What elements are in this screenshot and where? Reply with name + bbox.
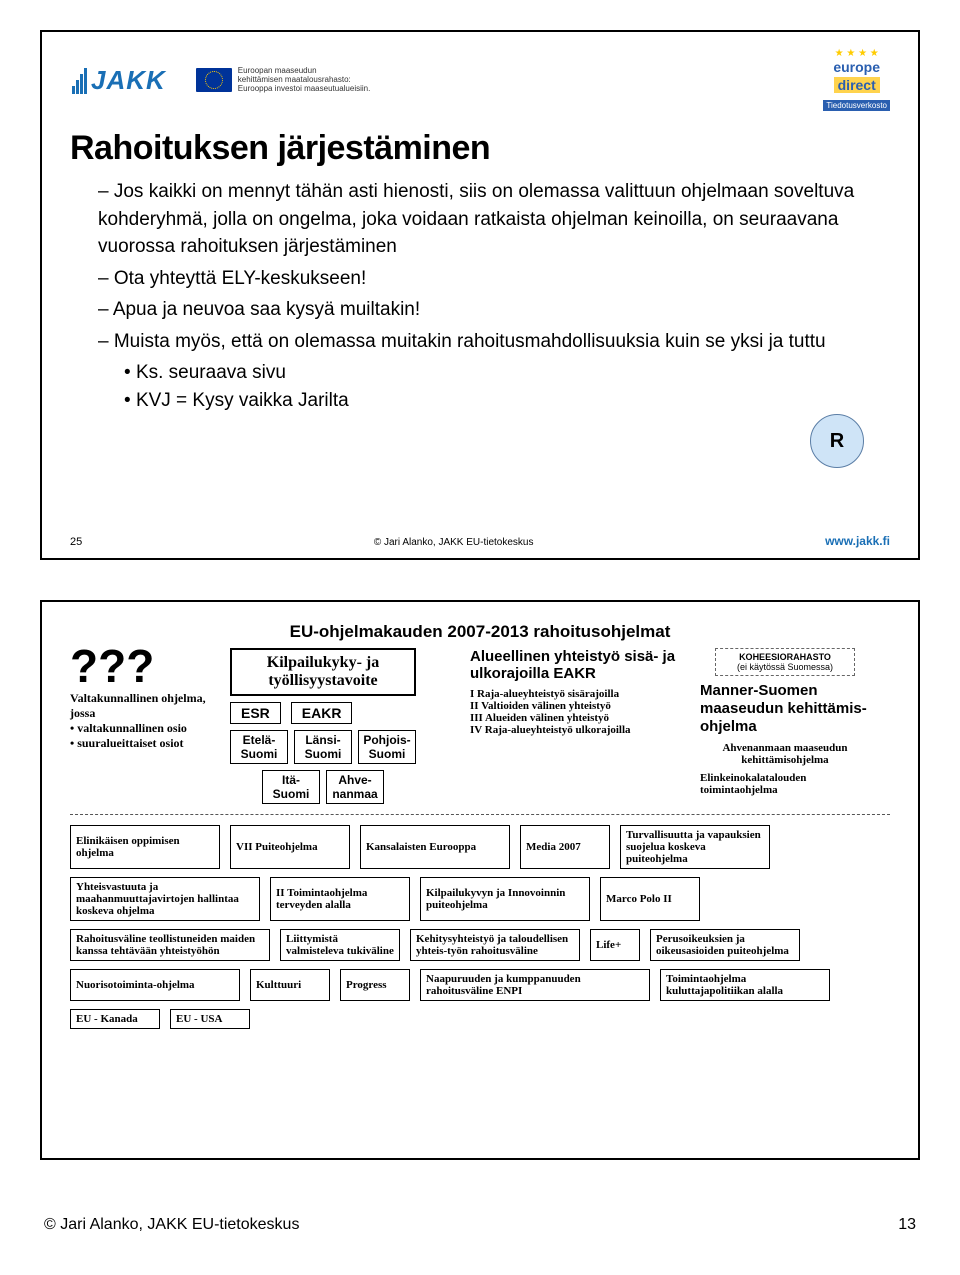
fund-row: ESR EAKR xyxy=(230,702,460,724)
program-box: Kansalaisten Eurooppa xyxy=(360,825,510,869)
bullet-item: Jos kaikki on mennyt tähän asti hienosti… xyxy=(98,178,890,261)
koheesio-sub: (ei käytössä Suomessa) xyxy=(720,662,850,672)
bullet-item: Apua ja neuvoa saa kysyä muiltakin! xyxy=(98,296,890,324)
territorial-column: Alueellinen yhteistyö sisä- ja ulkorajoi… xyxy=(470,648,690,736)
goal-box: Kilpailukyky- ja työllisyystavoite xyxy=(230,648,416,696)
qbox-line: Valtakunnallinen ohjelma, jossa xyxy=(70,691,220,721)
slide-number: 25 xyxy=(70,536,82,548)
slide-26: EU-ohjelmakauden 2007-2013 rahoitusohjel… xyxy=(40,600,920,1160)
program-grid: Elinikäisen oppimisen ohjelma VII Puiteo… xyxy=(70,825,890,1029)
program-box: VII Puiteohjelma xyxy=(230,825,350,869)
jakk-logo-text: JAKK xyxy=(91,65,166,96)
koheesio-box: KOHEESIORAHASTO (ei käytössä Suomessa) xyxy=(715,648,855,676)
program-box: II Toimintaohjelma terveyden alalla xyxy=(270,877,410,921)
diagram-upper: ??? Valtakunnallinen ohjelma, jossa • va… xyxy=(70,648,890,804)
region-box: Pohjois-Suomi xyxy=(358,730,416,764)
rural-sub: Ahvenanmaan maaseudun kehittämisohjelma xyxy=(700,742,870,766)
bullet-item: Ota yhteyttä ELY-keskukseen! xyxy=(98,265,890,293)
slide-url: www.jakk.fi xyxy=(825,534,890,548)
region-box: Itä-Suomi xyxy=(262,770,320,804)
bullet-item: Muista myös, että on olemassa muitakin r… xyxy=(98,328,890,356)
r-circle-badge: R xyxy=(810,414,864,468)
territorial-head: Alueellinen yhteistyö sisä- ja ulkorajoi… xyxy=(470,648,690,682)
program-box: Kehitysyhteistyö ja taloudellisen yhteis… xyxy=(410,929,580,961)
qbox-line: • valtakunnallinen osio xyxy=(70,721,220,736)
territorial-item: IV Raja-alueyhteistyö ulkorajoilla xyxy=(470,724,690,736)
territorial-item: III Alueiden välinen yhteistyö xyxy=(470,712,690,724)
slide-footer: 25 © Jari Alanko, JAKK EU-tietokeskus ww… xyxy=(70,534,890,548)
program-box: Naapuruuden ja kumppanuuden rahoitusväli… xyxy=(420,969,650,1001)
program-box: Nuorisotoiminta-ohjelma xyxy=(70,969,240,1001)
bullet-list: Jos kaikki on mennyt tähän asti hienosti… xyxy=(98,178,890,414)
region-box: Ahve-nanmaa xyxy=(326,770,384,804)
ed-bottom: direct xyxy=(834,77,880,93)
stars-icon: ★ ★ ★ ★ xyxy=(823,48,890,59)
slide-copyright: © Jari Alanko, JAKK EU-tietokeskus xyxy=(374,537,534,548)
question-marks: ??? xyxy=(70,648,220,685)
region-box: Länsi-Suomi xyxy=(294,730,352,764)
program-box: Liittymistä valmisteleva tukiväline xyxy=(280,929,400,961)
program-box: Rahoitusväline teollistuneiden maiden ka… xyxy=(70,929,270,961)
region-grid: Etelä-Suomi Länsi-Suomi Pohjois-Suomi It… xyxy=(230,730,460,804)
program-box: Toimintaohjelma kuluttajapolitiikan alal… xyxy=(660,969,830,1001)
europe-direct-logo: ★ ★ ★ ★ europe direct Tiedotusverkosto xyxy=(823,48,890,113)
page-copyright: © Jari Alanko, JAKK EU-tietokeskus xyxy=(44,1216,299,1234)
program-box: Yhteisvastuuta ja maahanmuuttajavirtojen… xyxy=(70,877,260,921)
jakk-bars-icon xyxy=(72,68,87,94)
program-box: Progress xyxy=(340,969,410,1001)
sub-bullet-item: Ks. seuraava sivu xyxy=(124,359,890,387)
slide-header: JAKK Euroopan maaseudun kehittämisen maa… xyxy=(70,44,890,123)
ed-sub: Tiedotusverkosto xyxy=(823,100,890,111)
program-box: EU - Kanada xyxy=(70,1009,160,1029)
eu-fund-line: Eurooppa investoi maaseutualueisiin. xyxy=(238,85,371,94)
rural-main: Manner-Suomen maaseudun kehittämis-ohjel… xyxy=(700,682,870,736)
program-box: Life+ xyxy=(590,929,640,961)
program-box: Kilpailukyvyn ja Innovoinnin puiteohjelm… xyxy=(420,877,590,921)
program-box: Elinikäisen oppimisen ohjelma xyxy=(70,825,220,869)
jakk-logo: JAKK xyxy=(72,65,166,96)
slide-25: JAKK Euroopan maaseudun kehittämisen maa… xyxy=(40,30,920,560)
question-box: ??? Valtakunnallinen ohjelma, jossa • va… xyxy=(70,648,220,751)
territorial-item: II Valtioiden välinen yhteistyö xyxy=(470,700,690,712)
program-box: EU - USA xyxy=(170,1009,250,1029)
program-box: Turvallisuutta ja vapauksien suojelua ko… xyxy=(620,825,770,869)
rural-sub: Elinkeinokalatalouden toimintaohjelma xyxy=(700,772,870,796)
territorial-item: I Raja-alueyhteistyö sisärajoilla xyxy=(470,688,690,700)
program-box: Marco Polo II xyxy=(600,877,700,921)
slide-title: Rahoituksen järjestäminen xyxy=(70,129,890,168)
right-column: KOHEESIORAHASTO (ei käytössä Suomessa) M… xyxy=(700,648,870,796)
diagram-title: EU-ohjelmakauden 2007-2013 rahoitusohjel… xyxy=(70,622,890,642)
program-box: Perusoikeuksien ja oikeusasioiden puiteo… xyxy=(650,929,800,961)
program-box: Kulttuuri xyxy=(250,969,330,1001)
sub-bullet-item: KVJ = Kysy vaikka Jarilta xyxy=(124,387,890,415)
region-box: Etelä-Suomi xyxy=(230,730,288,764)
koheesio-title: KOHEESIORAHASTO xyxy=(720,652,850,662)
fund-eakr: EAKR xyxy=(291,702,353,724)
program-box: Media 2007 xyxy=(520,825,610,869)
page-number: 13 xyxy=(898,1216,916,1234)
eu-fund-text: Euroopan maaseudun kehittämisen maatalou… xyxy=(238,67,371,93)
dashed-separator xyxy=(70,814,890,815)
fund-esr: ESR xyxy=(230,702,281,724)
page-footer: © Jari Alanko, JAKK EU-tietokeskus 13 xyxy=(0,1210,960,1252)
eu-flag-icon xyxy=(196,68,232,92)
ed-top: europe xyxy=(833,59,880,75)
qbox-line: • suuralueittaiset osiot xyxy=(70,736,220,751)
goal-column: Kilpailukyky- ja työllisyystavoite ESR E… xyxy=(230,648,460,804)
